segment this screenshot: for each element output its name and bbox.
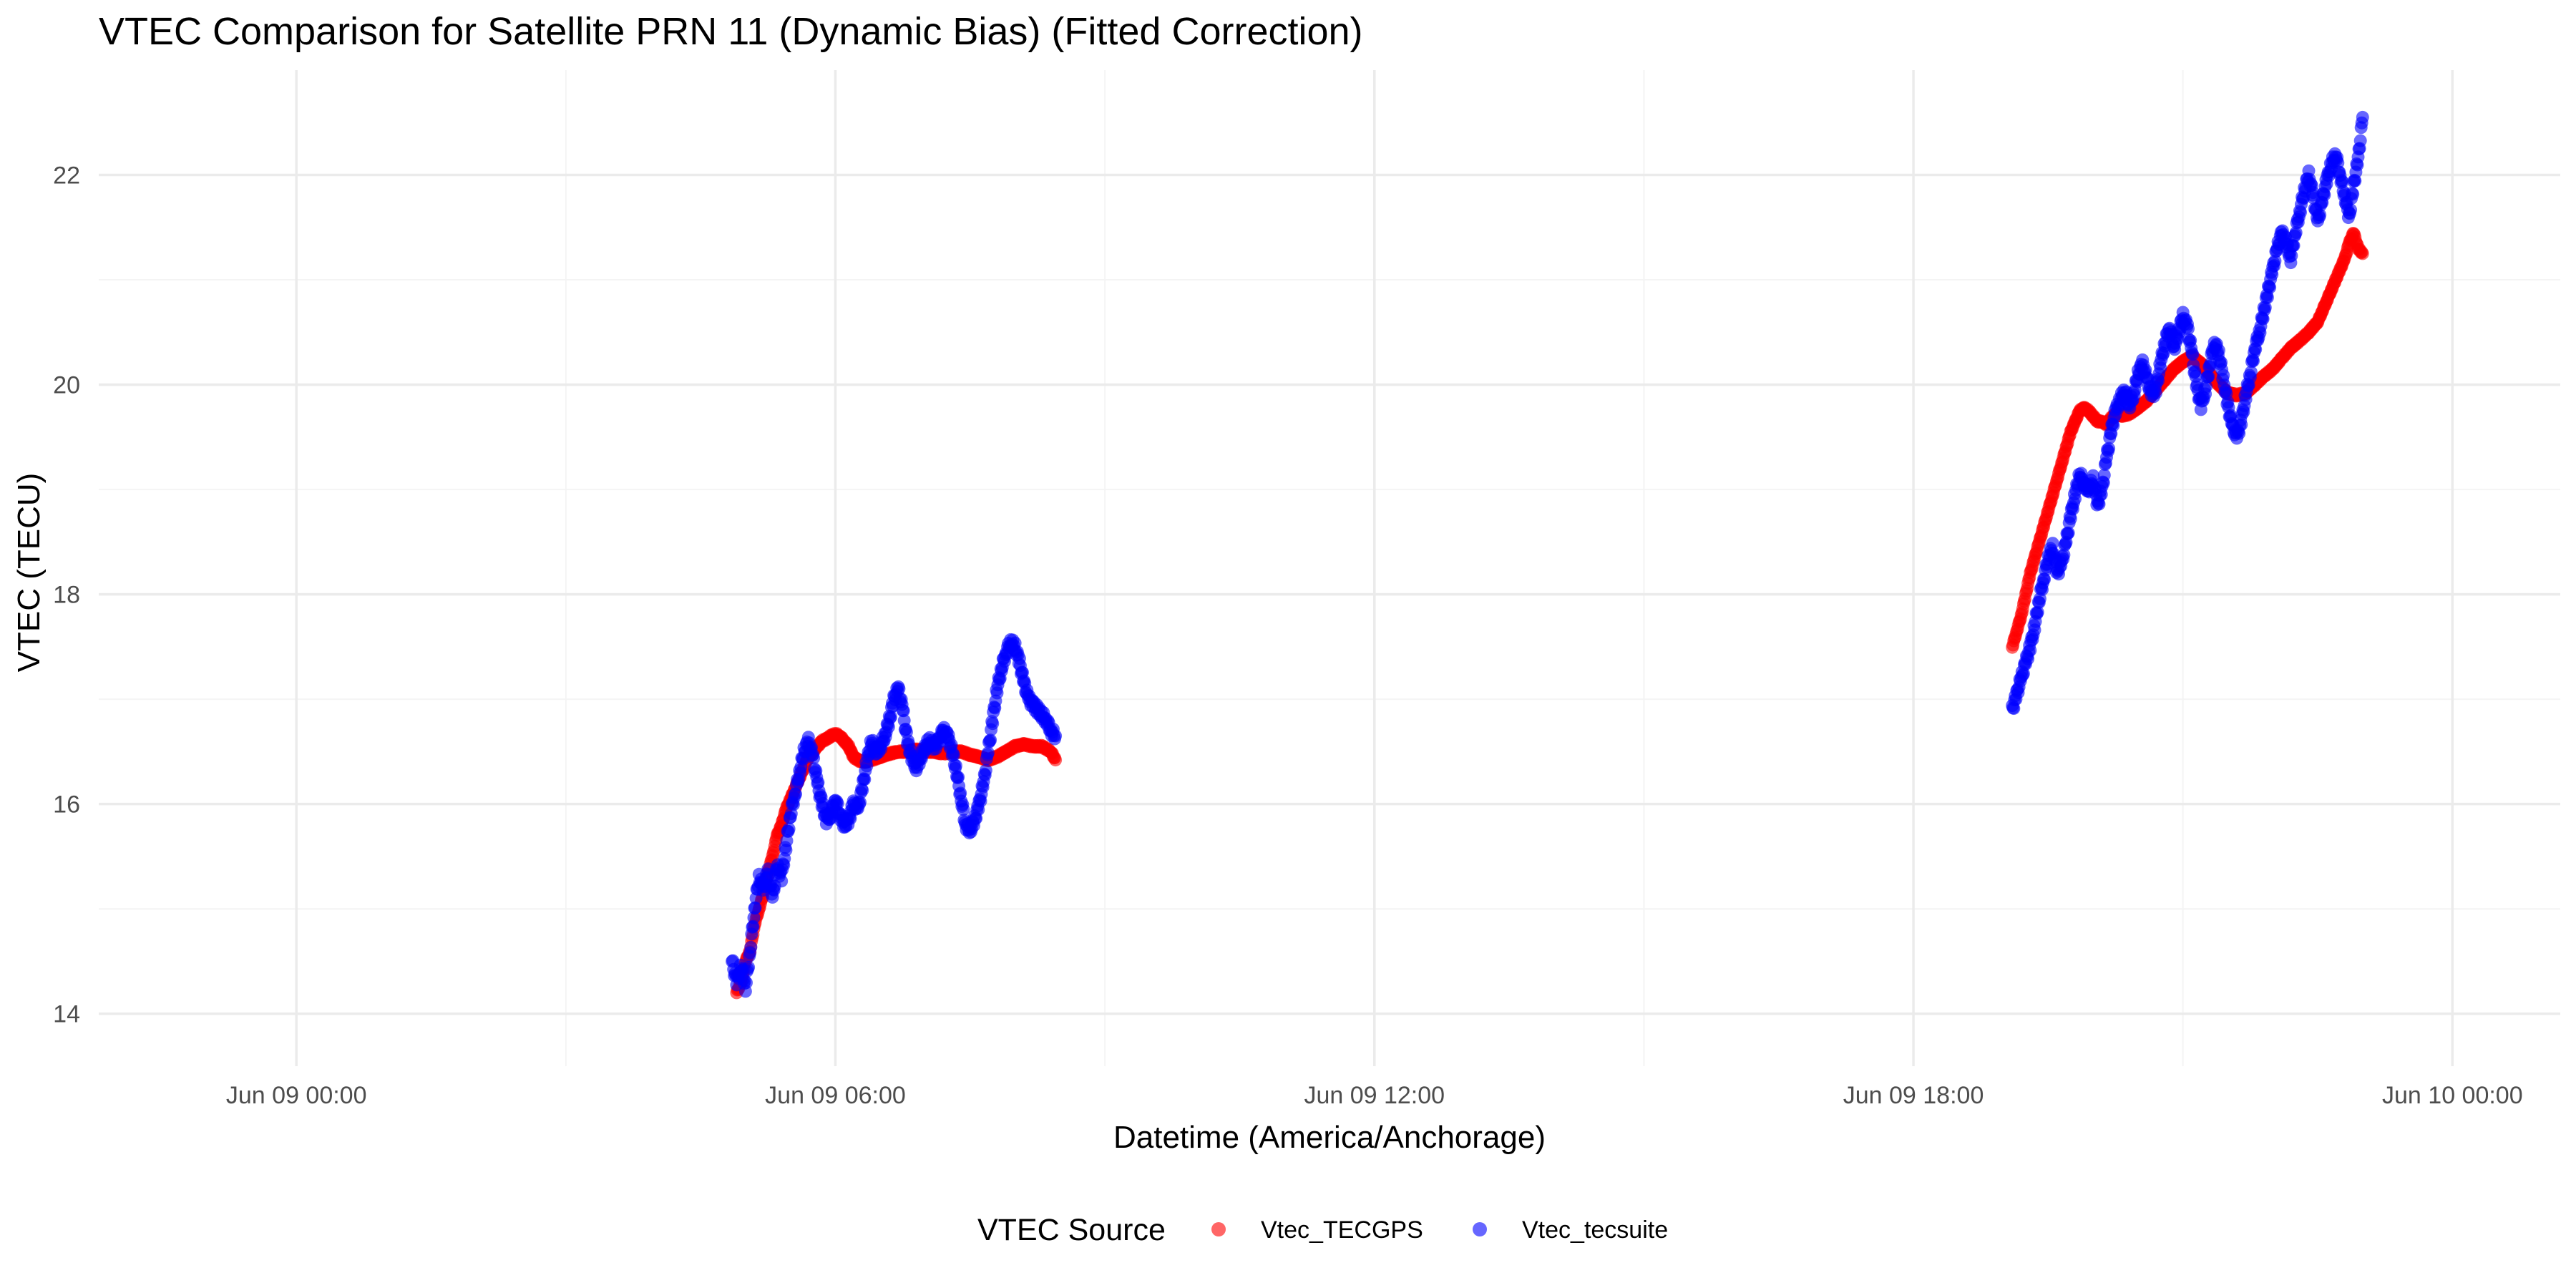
tecsuite-point [884,710,897,723]
tecsuite-point [957,803,970,816]
tecsuite-point [981,746,995,760]
chart-title: VTEC Comparison for Satellite PRN 11 (Dy… [99,10,1363,53]
tecsuite-point [2102,441,2116,455]
tecsuite-point [2057,548,2071,562]
tecsuite-point [2097,469,2111,482]
tecsuite-point [2313,208,2327,222]
tecsuite-point [1049,729,1063,743]
legend-label-tecsuite: Vtec_tecsuite [1522,1216,1668,1244]
legend-label-tecgps: Vtec_TECGPS [1261,1216,1423,1244]
y-axis-tick-labels: 14 16 18 20 22 [53,162,80,1028]
tecsuite-point [2346,187,2360,201]
x-axis-tick-labels: Jun 09 00:00 Jun 09 06:00 Jun 09 12:00 Jun … [226,1082,2523,1109]
tecsuite-point [979,763,992,777]
tecsuite-point [2258,301,2272,314]
tecsuite-point [854,796,867,809]
series-vtec-tecsuite [726,110,2369,998]
tecsuite-point [2186,348,2200,361]
tecsuite-point [2046,537,2059,550]
major-gridlines [99,70,2560,1066]
tecsuite-point [782,822,796,836]
tecsuite-point [2344,203,2358,217]
x-tick-label: Jun 10 00:00 [2382,1082,2523,1109]
legend-title: VTEC Source [977,1213,1166,1247]
tecsuite-point [2062,526,2075,540]
y-axis-label: VTEC (TECU) [11,473,47,673]
minor-gridlines [99,70,2560,1066]
tecsuite-point [744,940,758,954]
tecsuite-point [780,834,794,847]
tecsuite-point [949,759,962,772]
tecsuite-point [748,901,762,914]
tecsuite-point [2285,249,2298,263]
tecsuite-point [2336,175,2349,188]
tecsuite-point [2202,370,2215,384]
tecsuite-point [2289,226,2303,239]
tecsuite-point [2217,369,2230,382]
legend: VTEC Source Vtec_TECGPS Vtec_tecsuite [977,1213,1668,1247]
x-tick-label: Jun 09 00:00 [226,1082,367,1109]
tecsuite-point [892,682,906,696]
tecsuite-point [2356,110,2369,124]
tecsuite-point [986,717,1000,731]
tecsuite-point [2024,644,2037,657]
tecsuite-point [2244,366,2258,379]
tecsuite-point [2150,386,2162,400]
x-axis-label: Datetime (America/Anchorage) [1113,1120,1546,1155]
tecsuite-point [2260,291,2274,304]
tecgps-point [2356,247,2369,260]
x-tick-label: Jun 09 12:00 [1304,1082,1445,1109]
tecgps-point [1049,753,1063,767]
tecsuite-point [2182,322,2195,336]
tecsuite-point [856,784,869,797]
y-tick-label: 14 [53,1001,80,1028]
tecsuite-point [860,759,874,773]
tecsuite-point [984,733,997,747]
y-tick-label: 20 [53,372,80,399]
y-tick-label: 16 [53,791,80,819]
tecsuite-point [740,976,753,990]
tecsuite-point [2031,605,2044,619]
x-tick-label: Jun 09 06:00 [765,1082,906,1109]
tecsuite-point [775,874,789,888]
legend-key-tecgps [1211,1222,1226,1236]
x-tick-label: Jun 09 18:00 [1843,1082,1984,1109]
tecsuite-point [2212,343,2225,357]
tecsuite-point [947,748,960,762]
tecsuite-point [2268,254,2282,268]
tecsuite-point [897,704,910,718]
tecsuite-point [2235,418,2248,431]
tecsuite-point [2087,469,2100,482]
tecsuite-point [2353,134,2367,147]
legend-key-tecsuite [1473,1222,1487,1236]
tecsuite-point [742,960,756,974]
tecsuite-point [747,911,761,924]
tecsuite-point [807,751,821,765]
y-tick-label: 18 [53,582,80,609]
tecsuite-point [779,844,793,857]
tecsuite-point [2287,239,2301,253]
y-tick-label: 22 [53,162,80,190]
